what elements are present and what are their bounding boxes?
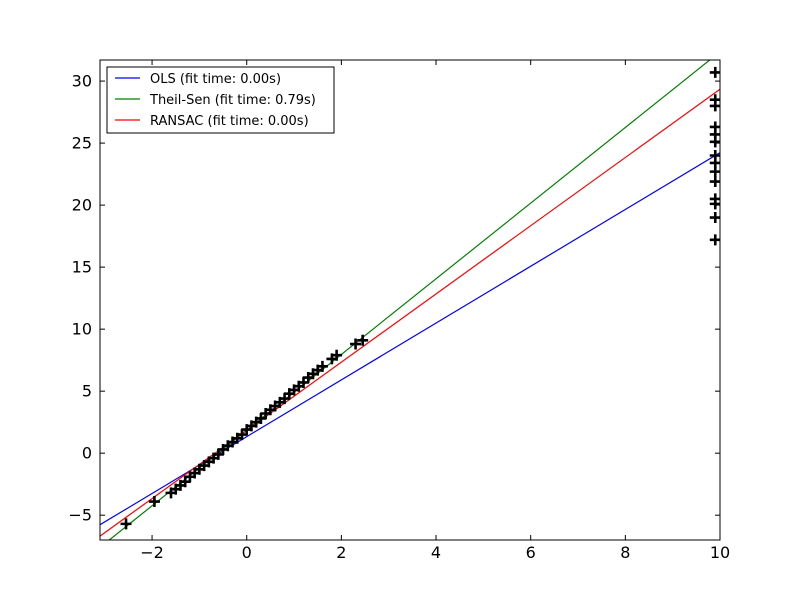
x-tick-label: −2 — [140, 543, 164, 562]
y-tick-label: 10 — [72, 320, 92, 339]
data-point — [357, 334, 369, 346]
data-point — [350, 338, 362, 350]
legend-label: Theil-Sen (fit time: 0.79s) — [149, 93, 316, 108]
y-tick-label: −5 — [68, 506, 92, 525]
legend-label: OLS (fit time: 0.00s) — [150, 72, 281, 87]
data-point — [709, 166, 720, 178]
data-point — [709, 212, 720, 224]
y-tick-label: 5 — [82, 382, 92, 401]
legend-label: RANSAC (fit time: 0.00s) — [150, 114, 309, 129]
x-tick-label: 10 — [710, 543, 730, 562]
x-tick-label: 4 — [431, 543, 441, 562]
data-point — [709, 136, 720, 148]
x-tick-label: 6 — [526, 543, 536, 562]
legend-box — [106, 66, 335, 134]
axis-ticks — [100, 60, 721, 540]
data-points — [120, 66, 720, 530]
y-tick-label: 20 — [72, 196, 92, 215]
data-point — [709, 66, 720, 78]
y-tick-labels: −5 0 5 10 15 20 25 30 — [68, 72, 92, 525]
x-tick-label: 2 — [336, 543, 346, 562]
x-tick-labels: −2 0 2 4 6 8 10 — [140, 543, 730, 562]
y-tick-label: 0 — [82, 444, 92, 463]
data-point — [709, 234, 720, 246]
data-point — [148, 496, 160, 508]
data-point — [120, 518, 132, 530]
x-tick-label: 0 — [242, 543, 252, 562]
data-point — [709, 198, 720, 210]
data-point — [316, 360, 328, 372]
x-tick-label: 8 — [620, 543, 630, 562]
plot-frame — [99, 59, 721, 541]
legend: OLS (fit time: 0.00s) Theil-Sen (fit time… — [106, 66, 335, 134]
data-point — [709, 100, 720, 112]
y-tick-label: 25 — [72, 134, 92, 153]
y-tick-label: 15 — [72, 258, 92, 277]
data-point — [709, 176, 720, 188]
data-point — [331, 349, 343, 361]
y-tick-label: 30 — [72, 72, 92, 91]
